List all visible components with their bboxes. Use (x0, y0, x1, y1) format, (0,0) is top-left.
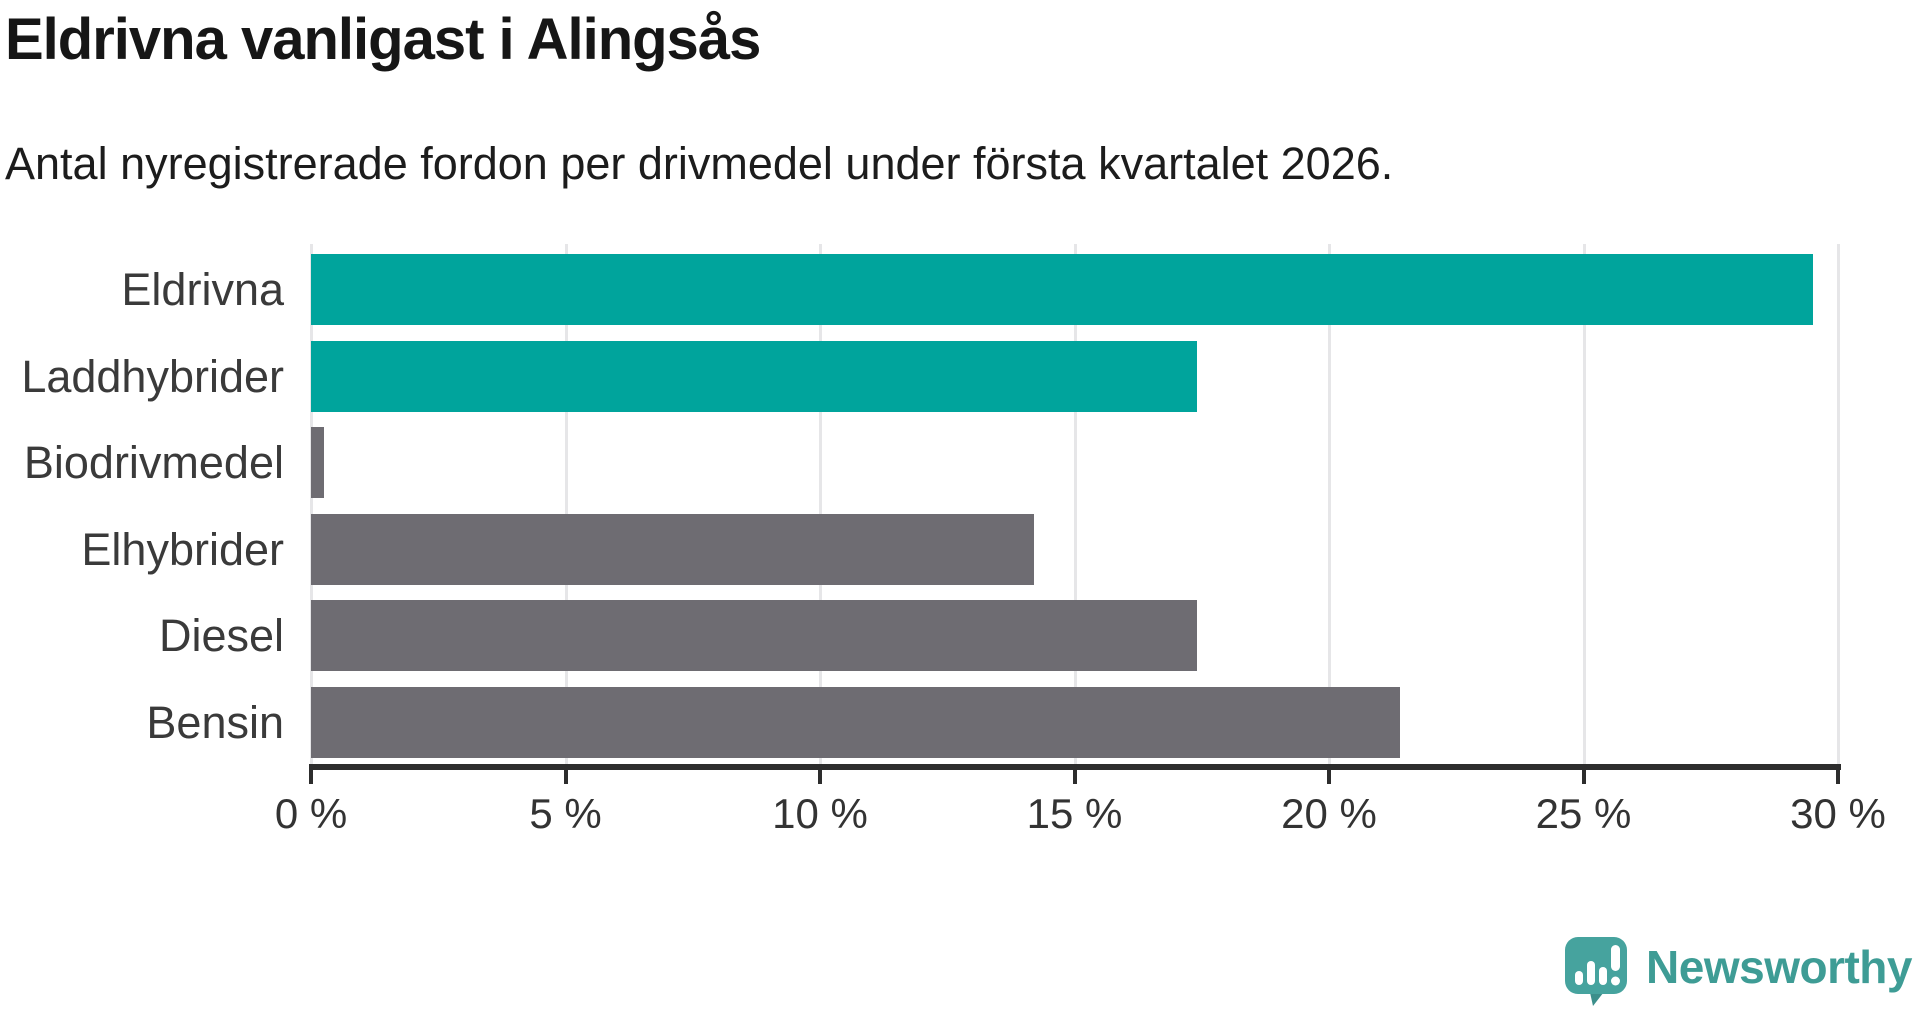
category-label: Bensin (146, 697, 284, 748)
grid-line (310, 244, 313, 764)
x-tick-label: 15 % (1026, 790, 1123, 837)
category-label: Elhybrider (81, 523, 284, 575)
grid-line (1837, 244, 1840, 764)
x-tick (563, 764, 568, 784)
bar-biodrivmedel (311, 427, 324, 499)
x-tick-label: 10 % (772, 790, 868, 837)
x-tick-label: 5 % (529, 790, 602, 837)
grid-line (1582, 244, 1586, 764)
x-tick-label: 0 % (274, 790, 348, 837)
x-tick (1072, 764, 1077, 784)
grid-line (1073, 244, 1077, 764)
grid-line (1328, 244, 1331, 764)
chart-subtitle: Antal nyregistrerade fordon per drivmede… (5, 138, 1394, 189)
x-tick-label: 30 % (1790, 790, 1886, 837)
newsworthy-logo: Newsworthy (1560, 936, 1912, 1006)
x-tick (1327, 764, 1331, 784)
category-label: Eldrivna (121, 264, 284, 315)
chart-title: Eldrivna vanligast i Alingsås (5, 7, 761, 72)
category-label: Biodrivmedel (23, 437, 284, 489)
x-tick-label: 20 % (1281, 790, 1377, 837)
bar-laddhybrider (311, 340, 1197, 412)
grid-line (564, 244, 568, 764)
bar-bensin (311, 687, 1401, 758)
category-label: Laddhybrider (21, 350, 284, 402)
x-tick (309, 764, 313, 784)
x-tick-label: 25 % (1535, 790, 1632, 837)
newsworthy-logo-text: Newsworthy (1646, 941, 1912, 993)
x-tick (1836, 764, 1840, 784)
category-label: Diesel (158, 610, 284, 662)
y-axis-labels: Eldrivna Laddhybrider Biodrivmedel Elhybrid… (0, 244, 284, 764)
newsworthy-logo-icon (1565, 937, 1628, 1006)
bar-eldrivna (311, 254, 1813, 325)
x-tick (818, 764, 822, 784)
grid-line (819, 244, 822, 764)
plot-area (310, 244, 1840, 764)
x-tick (1581, 764, 1586, 784)
bar-diesel (311, 600, 1197, 672)
bar-elhybrider (311, 513, 1034, 585)
